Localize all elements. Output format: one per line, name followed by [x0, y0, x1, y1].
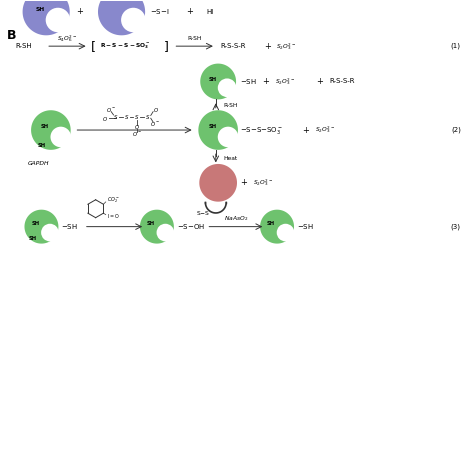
Text: $-$SH: $-$SH	[61, 222, 78, 231]
Text: $-$S$-$I: $-$S$-$I	[150, 7, 169, 16]
Text: $S_2O_3^{2-}$: $S_2O_3^{2-}$	[315, 125, 335, 136]
Text: $S$: $S$	[124, 113, 129, 121]
Polygon shape	[199, 164, 237, 201]
Circle shape	[121, 8, 146, 32]
Text: +: +	[316, 77, 323, 86]
Text: $O$: $O$	[102, 115, 108, 123]
Text: $\mathbf{R-S-S-SO_3^-}$: $\mathbf{R-S-S-SO_3^-}$	[100, 41, 151, 51]
Text: R-S-S-R: R-S-S-R	[329, 79, 355, 84]
Text: $O$: $O$	[153, 106, 158, 114]
Text: $S_2O_3^{2-}$: $S_2O_3^{2-}$	[254, 177, 273, 188]
Text: $\mathrm{I{=}O}$: $\mathrm{I{=}O}$	[107, 211, 119, 219]
Text: R-SH: R-SH	[16, 43, 32, 49]
Text: $S$: $S$	[134, 113, 139, 121]
Text: $S$: $S$	[145, 113, 150, 121]
Text: SH: SH	[41, 124, 49, 129]
Circle shape	[156, 224, 174, 241]
Circle shape	[50, 127, 71, 147]
Text: +: +	[302, 126, 309, 135]
Text: $S$: $S$	[113, 113, 118, 121]
Text: $S_4O_6^{2-}$: $S_4O_6^{2-}$	[57, 33, 77, 44]
Polygon shape	[260, 210, 294, 244]
Text: SH: SH	[29, 237, 37, 241]
Text: (1): (1)	[451, 43, 461, 49]
Text: SH: SH	[209, 124, 217, 129]
Text: R-SH: R-SH	[224, 103, 238, 108]
Polygon shape	[23, 0, 70, 36]
Text: R-S-S-R: R-S-S-R	[220, 43, 246, 49]
Text: $CO_2^-$: $CO_2^-$	[107, 196, 119, 205]
Polygon shape	[31, 110, 71, 150]
Text: $O^-$: $O^-$	[150, 120, 161, 128]
Text: $O^-$: $O^-$	[106, 106, 116, 114]
Text: +: +	[76, 7, 82, 16]
Text: SH: SH	[147, 221, 155, 226]
Text: $S_2O_3^{2-}$: $S_2O_3^{2-}$	[275, 76, 295, 87]
Text: $O$: $O$	[134, 123, 139, 131]
Text: S$-$S: S$-$S	[196, 210, 210, 218]
Circle shape	[41, 224, 59, 241]
Text: SH: SH	[31, 221, 39, 226]
Text: SH: SH	[36, 7, 45, 12]
Text: $O^-$: $O^-$	[132, 130, 142, 138]
Polygon shape	[198, 110, 238, 150]
Text: $NaAsO_2$: $NaAsO_2$	[224, 214, 248, 223]
Text: SH: SH	[267, 221, 275, 226]
Polygon shape	[140, 210, 174, 244]
Text: +: +	[264, 42, 271, 51]
Text: $-$SH: $-$SH	[297, 222, 314, 231]
Text: GAPDH: GAPDH	[27, 162, 49, 166]
Polygon shape	[98, 0, 145, 36]
Text: HI: HI	[206, 9, 214, 15]
Text: SH: SH	[209, 77, 217, 82]
Circle shape	[218, 79, 237, 97]
Text: $S_2O_3^{2-}$: $S_2O_3^{2-}$	[276, 41, 296, 52]
Circle shape	[218, 127, 238, 147]
Circle shape	[277, 224, 294, 241]
Text: (3): (3)	[451, 223, 461, 230]
Polygon shape	[25, 210, 58, 244]
Text: $-$S$-$OH: $-$S$-$OH	[177, 222, 205, 231]
Text: +: +	[262, 77, 269, 86]
Text: Heat: Heat	[224, 156, 238, 161]
Text: [: [	[91, 40, 96, 53]
Text: R-SH: R-SH	[187, 36, 202, 41]
Text: $-$SH: $-$SH	[240, 77, 256, 86]
Text: (2): (2)	[451, 127, 461, 133]
Text: +: +	[186, 7, 193, 16]
Text: $-$S$-$S$-$SO$_3^-$: $-$S$-$S$-$SO$_3^-$	[240, 125, 283, 136]
Circle shape	[46, 8, 70, 32]
Text: ]: ]	[164, 40, 169, 53]
Text: +: +	[241, 178, 247, 187]
Text: SH: SH	[37, 143, 46, 147]
Polygon shape	[200, 64, 236, 100]
Text: B: B	[7, 29, 17, 42]
